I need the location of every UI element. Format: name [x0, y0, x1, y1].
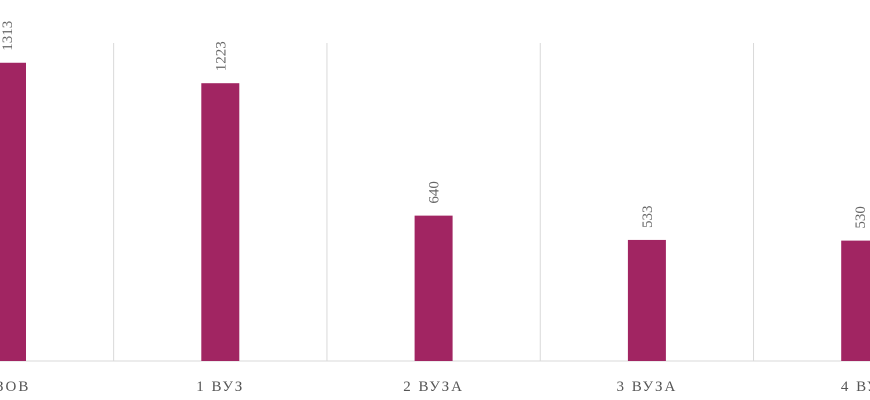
bar	[0, 62, 26, 362]
value-label: 640	[427, 181, 443, 204]
bar	[201, 83, 240, 361]
x-tick-label: 2 ВУЗА	[403, 379, 464, 395]
x-tick-label: 3 ВУЗА	[616, 379, 677, 395]
bar	[627, 239, 666, 361]
bar	[841, 240, 870, 361]
x-tick-label: УЗОВ	[0, 379, 30, 395]
value-label: 530	[853, 206, 869, 229]
x-tick-label: 1 ВУЗ	[196, 379, 244, 395]
value-label: 1223	[213, 41, 229, 71]
x-tick-label: 4 ВУ	[841, 379, 870, 395]
bar	[414, 215, 453, 361]
value-label: 533	[640, 205, 656, 228]
value-label: 1313	[0, 21, 16, 51]
